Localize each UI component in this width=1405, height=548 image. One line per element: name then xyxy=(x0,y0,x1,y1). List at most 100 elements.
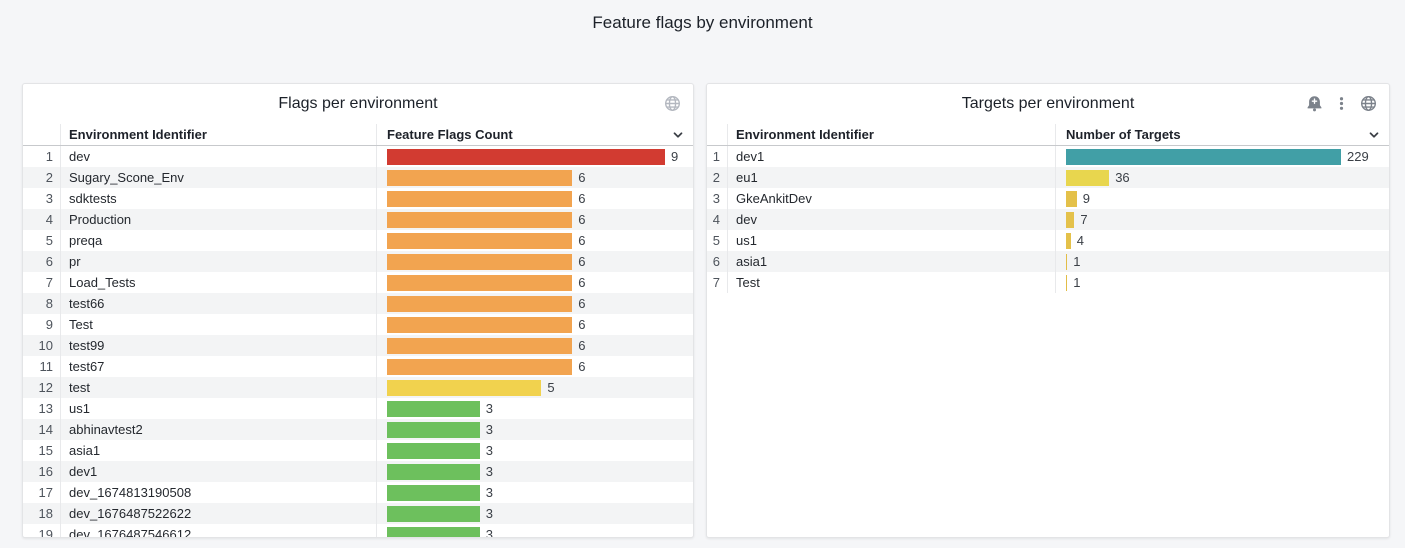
environment-name: dev_1674813190508 xyxy=(60,482,376,503)
bar-value-label: 6 xyxy=(578,212,586,227)
globe-icon[interactable] xyxy=(664,95,681,112)
environment-name: dev xyxy=(727,209,1055,230)
table-row: 1 dev 9 xyxy=(23,146,693,167)
bar xyxy=(1066,232,1071,249)
bar-value-label: 6 xyxy=(578,275,586,290)
row-number: 14 xyxy=(38,422,53,437)
row-number: 6 xyxy=(45,254,53,269)
row-number: 8 xyxy=(45,296,53,311)
row-number: 5 xyxy=(712,233,720,248)
bar-cell: 5 xyxy=(376,377,693,398)
bar-cell: 6 xyxy=(376,314,693,335)
chevron-down-icon[interactable] xyxy=(671,128,685,142)
table-row: 2 Sugary_Scone_Env 6 xyxy=(23,167,693,188)
column-header-feature-flags-count[interactable]: Feature Flags Count xyxy=(376,124,693,145)
globe-icon[interactable] xyxy=(1360,95,1377,112)
bar-value-label: 7 xyxy=(1080,212,1088,227)
row-number: 3 xyxy=(712,191,720,206)
row-number: 15 xyxy=(38,443,53,458)
bar-value-label: 229 xyxy=(1347,149,1369,164)
bar-value-label: 6 xyxy=(578,296,586,311)
bar xyxy=(387,316,573,333)
bell-plus-icon[interactable] xyxy=(1306,95,1323,112)
row-number-column-header xyxy=(707,124,727,145)
table-row: 8 test66 6 xyxy=(23,293,693,314)
table-header: Environment Identifier Feature Flags Cou… xyxy=(23,124,693,146)
environment-name: test99 xyxy=(60,335,376,356)
bar-value-label: 6 xyxy=(578,317,586,332)
bar xyxy=(387,463,480,480)
table-row: 6 pr 6 xyxy=(23,251,693,272)
row-number: 12 xyxy=(38,380,53,395)
bar-cell: 6 xyxy=(376,251,693,272)
bar-value-label: 6 xyxy=(578,338,586,353)
environment-name: eu1 xyxy=(727,167,1055,188)
row-number: 4 xyxy=(45,212,53,227)
environment-name: preqa xyxy=(60,230,376,251)
table-row: 5 preqa 6 xyxy=(23,230,693,251)
bar-value-label: 3 xyxy=(485,422,493,437)
bar-value-label: 6 xyxy=(578,170,586,185)
environment-name: dev_1676487546612 xyxy=(60,524,376,537)
row-number: 10 xyxy=(38,338,53,353)
bar-cell: 3 xyxy=(376,503,693,524)
bar-value-label: 9 xyxy=(671,149,679,164)
bar xyxy=(1066,211,1075,228)
bar-value-label: 3 xyxy=(485,464,493,479)
bar-cell: 3 xyxy=(376,482,693,503)
table-row: 5 us1 4 xyxy=(707,230,1389,251)
panel-title[interactable]: Flags per environment xyxy=(278,95,438,112)
table-row: 2 eu1 36 xyxy=(707,167,1389,188)
panel-header: Targets per environment xyxy=(707,84,1389,124)
bar xyxy=(387,190,573,207)
table-row: 4 Production 6 xyxy=(23,209,693,230)
row-number: 19 xyxy=(38,527,53,538)
bar-cell: 4 xyxy=(1055,230,1389,251)
environment-name: Test xyxy=(60,314,376,335)
bar-cell: 6 xyxy=(376,209,693,230)
row-number: 13 xyxy=(38,401,53,416)
column-header-environment-identifier[interactable]: Environment Identifier xyxy=(727,124,1055,145)
bar-value-label: 3 xyxy=(485,401,493,416)
bar xyxy=(387,211,573,228)
table-row: 7 Load_Tests 6 xyxy=(23,272,693,293)
environment-name: pr xyxy=(60,251,376,272)
panel-icons xyxy=(1306,95,1377,112)
chevron-down-icon[interactable] xyxy=(1367,128,1381,142)
environment-name: asia1 xyxy=(60,440,376,461)
bar xyxy=(387,169,573,186)
column-header-environment-identifier[interactable]: Environment Identifier xyxy=(60,124,376,145)
table-row: 3 GkeAnkitDev 9 xyxy=(707,188,1389,209)
bar-value-label: 3 xyxy=(485,443,493,458)
kebab-icon[interactable] xyxy=(1333,95,1350,112)
table-row: 11 test67 6 xyxy=(23,356,693,377)
bar xyxy=(1066,253,1068,270)
bar-cell: 7 xyxy=(1055,209,1389,230)
panel-title[interactable]: Targets per environment xyxy=(961,95,1135,112)
bar xyxy=(387,400,480,417)
bar xyxy=(387,421,480,438)
table-row: 1 dev1 229 xyxy=(707,146,1389,167)
table-row: 16 dev1 3 xyxy=(23,461,693,482)
table-header: Environment Identifier Number of Targets xyxy=(707,124,1389,146)
row-number: 1 xyxy=(45,149,53,164)
row-number: 2 xyxy=(45,170,53,185)
bar-cell: 1 xyxy=(1055,251,1389,272)
bar-cell: 3 xyxy=(376,524,693,537)
environment-name: us1 xyxy=(727,230,1055,251)
bar-value-label: 6 xyxy=(578,191,586,206)
column-header-label: Environment Identifier xyxy=(736,127,874,142)
environment-name: Load_Tests xyxy=(60,272,376,293)
column-header-number-of-targets[interactable]: Number of Targets xyxy=(1055,124,1389,145)
bar xyxy=(1066,169,1110,186)
environment-name: GkeAnkitDev xyxy=(727,188,1055,209)
bar-cell: 229 xyxy=(1055,146,1389,167)
bar-value-label: 6 xyxy=(578,359,586,374)
environment-name: sdktests xyxy=(60,188,376,209)
column-header-label: Number of Targets xyxy=(1066,127,1181,142)
environment-name: dev xyxy=(60,146,376,167)
environment-name: Sugary_Scone_Env xyxy=(60,167,376,188)
table-row: 14 abhinavtest2 3 xyxy=(23,419,693,440)
row-number: 16 xyxy=(38,464,53,479)
